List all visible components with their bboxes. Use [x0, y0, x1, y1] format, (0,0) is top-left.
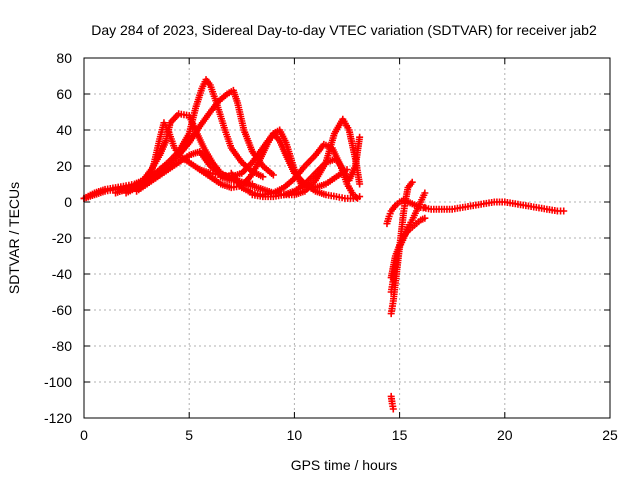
data-point-marker	[352, 194, 360, 201]
y-tick-label: -80	[52, 338, 72, 354]
y-tick-label: 40	[56, 122, 72, 138]
x-axis-label: GPS time / hours	[291, 457, 398, 473]
y-axis-label: SDTVAR / TECUs	[6, 182, 22, 294]
x-tick-label: 0	[80, 427, 88, 443]
grid-lines	[84, 58, 610, 418]
series-track-16	[387, 392, 397, 413]
series-track-15	[417, 198, 568, 215]
y-tick-label: -100	[44, 374, 72, 390]
data-points	[80, 76, 568, 413]
data-point-marker	[560, 207, 568, 215]
series-track-13	[387, 214, 429, 282]
x-tick-label: 10	[287, 427, 303, 443]
x-tick-label: 15	[392, 427, 408, 443]
data-point-marker	[356, 193, 364, 201]
data-point-marker	[389, 405, 397, 413]
plot-border	[83, 57, 611, 419]
data-point-marker	[269, 171, 277, 179]
data-point-marker	[421, 189, 429, 197]
x-tick-label: 20	[497, 427, 513, 443]
y-tick-label: 80	[56, 50, 72, 66]
y-tick-label: -60	[52, 302, 72, 318]
series-track-9	[248, 133, 364, 201]
y-tick-label: -40	[52, 266, 72, 282]
data-point-marker	[421, 214, 429, 222]
y-tick-label: 60	[56, 86, 72, 102]
data-point-marker	[408, 178, 416, 186]
y-tick-label: 20	[56, 158, 72, 174]
y-tick-label: -20	[52, 230, 72, 246]
data-point-marker	[356, 133, 364, 141]
y-tick-label: -120	[44, 410, 72, 426]
x-tick-label: 25	[602, 427, 618, 443]
x-tick-label: 5	[185, 427, 193, 443]
series-track-10	[301, 180, 364, 202]
data-point-marker	[356, 180, 364, 188]
plot-frame	[83, 57, 611, 419]
axis-ticks: 0 5 10 15 20 25 -120 -100 -80 -60 -40 -20 0 20 40 60 80	[44, 50, 618, 443]
chart-title: Day 284 of 2023, Sidereal Day-to-day VTE…	[91, 22, 597, 38]
data-point-marker	[259, 173, 267, 181]
y-tick-label: 0	[64, 194, 72, 210]
data-point-marker	[349, 194, 357, 202]
